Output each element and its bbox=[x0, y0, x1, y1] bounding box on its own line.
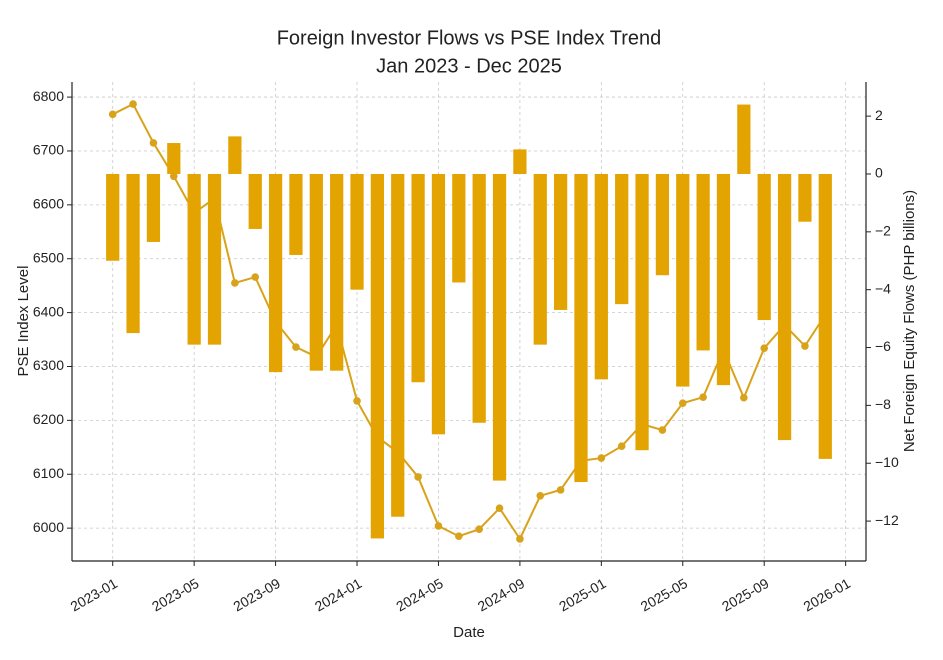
line-marker bbox=[495, 504, 504, 512]
line-marker bbox=[108, 110, 117, 119]
y-tick-label: 6600 bbox=[33, 196, 64, 212]
x-tick-label: 2024-09 bbox=[475, 575, 528, 615]
bar bbox=[635, 173, 649, 451]
x-tick-label: 2024-05 bbox=[393, 575, 446, 615]
chart-subtitle: Jan 2023 - Dec 2025 bbox=[376, 55, 562, 77]
line-marker bbox=[597, 454, 606, 462]
y-tick-label: 6100 bbox=[33, 465, 64, 481]
line-marker bbox=[556, 486, 565, 494]
line-marker bbox=[129, 100, 137, 108]
y-tick-label: 6700 bbox=[33, 142, 64, 158]
bar bbox=[716, 173, 731, 386]
line-marker bbox=[678, 399, 687, 407]
x-tick-label: 2025-05 bbox=[638, 575, 691, 615]
y2-axis-label: Net Foreign Equity Flows (PHP billions) bbox=[901, 190, 918, 452]
bar bbox=[146, 173, 161, 242]
chart-title: Foreign Investor Flows vs PSE Index Tren… bbox=[277, 27, 662, 49]
bar bbox=[391, 173, 405, 517]
bar bbox=[330, 173, 344, 371]
bar bbox=[309, 173, 323, 371]
x-axis-label: Date bbox=[453, 624, 485, 641]
line bbox=[112, 102, 827, 541]
bar bbox=[167, 143, 181, 174]
line-marker bbox=[658, 426, 667, 434]
y-tick-label: 6200 bbox=[33, 411, 64, 427]
bar bbox=[737, 104, 751, 174]
line-marker bbox=[414, 473, 422, 481]
y-tick-label: 6000 bbox=[33, 519, 64, 535]
x-tick-label: 2023-05 bbox=[149, 575, 202, 615]
bar bbox=[798, 173, 812, 222]
line-marker bbox=[740, 393, 748, 402]
x-tick-label: 2025-01 bbox=[556, 575, 609, 615]
line-marker bbox=[149, 139, 158, 147]
line-marker bbox=[475, 525, 483, 534]
x-tick-label: 2024-01 bbox=[312, 575, 365, 615]
y-tick-label: 6500 bbox=[33, 249, 64, 265]
bar bbox=[757, 173, 771, 321]
bar bbox=[370, 173, 385, 539]
line-marker bbox=[801, 342, 809, 350]
bar bbox=[350, 173, 364, 290]
line-marker bbox=[516, 535, 524, 543]
bar bbox=[431, 173, 446, 435]
y2-tick-label: −4 bbox=[875, 280, 891, 296]
bar bbox=[533, 173, 547, 345]
bar bbox=[818, 173, 832, 459]
y-axis-label: PSE Index Level bbox=[15, 266, 32, 377]
y-tick-label: 6800 bbox=[33, 88, 64, 104]
bar bbox=[574, 173, 588, 483]
bar bbox=[655, 173, 670, 276]
line-marker bbox=[169, 172, 178, 181]
bar bbox=[594, 173, 608, 380]
line-marker bbox=[251, 273, 260, 281]
y2-tick-label: −12 bbox=[875, 512, 899, 528]
bar bbox=[472, 173, 486, 423]
line-marker bbox=[760, 344, 769, 352]
line-marker bbox=[434, 522, 443, 530]
bar bbox=[676, 173, 690, 387]
line-marker bbox=[292, 343, 300, 351]
line-marker bbox=[455, 532, 463, 541]
y-tick-label: 6300 bbox=[33, 357, 64, 373]
bar bbox=[553, 173, 568, 310]
bar bbox=[615, 173, 629, 305]
bar bbox=[268, 173, 283, 373]
bar bbox=[696, 173, 710, 351]
y2-tick-label: 0 bbox=[875, 165, 883, 181]
y2-tick-label: −10 bbox=[875, 454, 899, 470]
bar bbox=[207, 173, 222, 345]
line-marker bbox=[699, 393, 707, 402]
y-tick-label: 6400 bbox=[33, 303, 64, 319]
bar bbox=[411, 173, 425, 383]
line-marker bbox=[353, 397, 361, 405]
bar bbox=[513, 149, 527, 174]
line-marker bbox=[617, 442, 626, 451]
bar bbox=[126, 173, 140, 334]
bar bbox=[106, 173, 120, 261]
y2-tick-label: −6 bbox=[875, 338, 891, 354]
x-tick-label: 2025-09 bbox=[719, 575, 772, 615]
bar bbox=[452, 173, 466, 283]
x-tick-label: 2023-01 bbox=[68, 575, 121, 615]
x-tick-label: 2026-01 bbox=[800, 575, 853, 615]
bar bbox=[187, 173, 201, 345]
bar bbox=[492, 173, 507, 481]
y2-tick-label: 2 bbox=[875, 107, 883, 123]
y2-tick-label: −2 bbox=[875, 223, 891, 239]
line-marker bbox=[231, 279, 239, 287]
x-tick-label: 2023-09 bbox=[230, 575, 283, 615]
line-marker bbox=[536, 492, 545, 500]
y2-tick-label: −8 bbox=[875, 396, 891, 412]
bar bbox=[777, 173, 792, 441]
bar bbox=[228, 136, 242, 174]
bar bbox=[289, 173, 303, 255]
bar bbox=[248, 173, 262, 229]
